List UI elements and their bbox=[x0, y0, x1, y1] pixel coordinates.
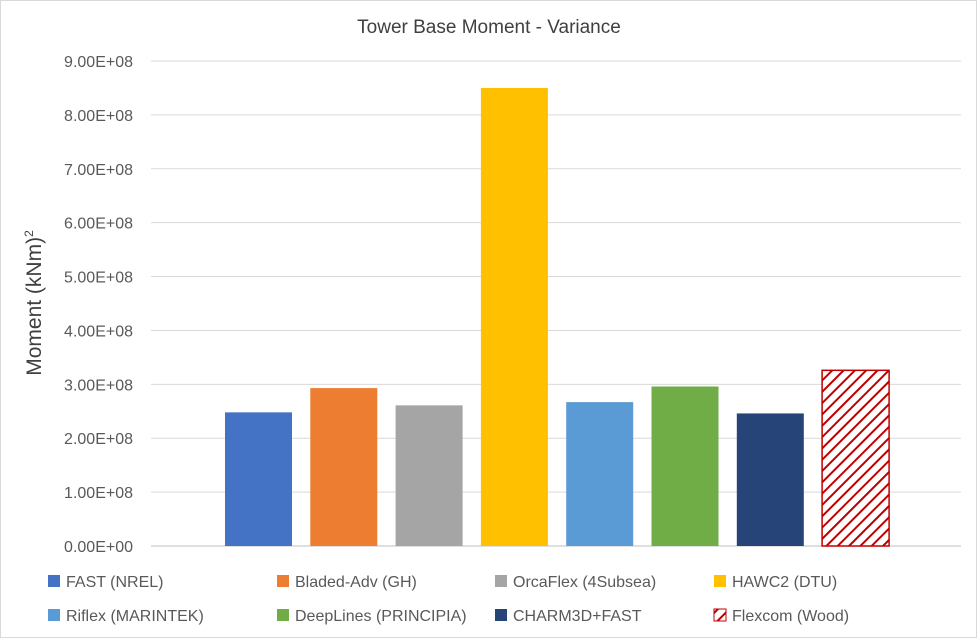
legend-swatch bbox=[495, 609, 507, 621]
bar bbox=[395, 405, 463, 546]
legend: FAST (NREL) Bladed-Adv (GH) OrcaFlex (4Sub… bbox=[48, 574, 849, 625]
y-axis-label-main: Moment (kNm) bbox=[23, 237, 46, 376]
legend-label: Flexcom (Wood) bbox=[732, 608, 849, 625]
y-tick-label: 2.00E+08 bbox=[64, 431, 133, 448]
legend-label: OrcaFlex (4Subsea) bbox=[513, 574, 656, 591]
y-tick-label: 6.00E+08 bbox=[64, 216, 133, 233]
y-axis-ticks: 0.00E+00 1.00E+08 2.00E+08 3.00E+08 4.00E+08… bbox=[64, 54, 133, 556]
y-tick-label: 3.00E+08 bbox=[64, 377, 133, 394]
y-axis-label-sup: 2 bbox=[22, 230, 36, 237]
bars bbox=[225, 87, 890, 547]
bar bbox=[566, 402, 634, 546]
bar bbox=[310, 388, 378, 546]
y-tick-label: 5.00E+08 bbox=[64, 270, 133, 287]
legend-label: Bladed-Adv (GH) bbox=[295, 574, 417, 591]
legend-swatch bbox=[713, 608, 727, 622]
legend-swatch bbox=[48, 575, 60, 587]
y-tick-label: 9.00E+08 bbox=[64, 54, 133, 71]
legend-label: HAWC2 (DTU) bbox=[732, 574, 837, 591]
y-tick-label: 8.00E+08 bbox=[64, 108, 133, 125]
y-tick-label: 4.00E+08 bbox=[64, 323, 133, 340]
legend-swatch bbox=[495, 575, 507, 587]
legend-label: FAST (NREL) bbox=[66, 574, 164, 591]
legend-label: CHARM3D+FAST bbox=[513, 608, 642, 625]
bar bbox=[480, 87, 548, 546]
y-tick-label: 1.00E+08 bbox=[64, 485, 133, 502]
bar bbox=[225, 412, 292, 546]
legend-label: DeepLines (PRINCIPIA) bbox=[295, 608, 467, 625]
bar bbox=[821, 369, 890, 547]
y-tick-label: 0.00E+00 bbox=[64, 539, 133, 556]
bar bbox=[651, 386, 719, 546]
legend-swatch bbox=[277, 609, 289, 621]
y-tick-label: 7.00E+08 bbox=[64, 162, 133, 179]
bar bbox=[736, 413, 804, 546]
legend-swatch bbox=[48, 609, 60, 621]
legend-swatch bbox=[714, 575, 726, 587]
legend-label: Riflex (MARINTEK) bbox=[66, 608, 204, 625]
legend-swatch bbox=[277, 575, 289, 587]
y-axis-label: Moment (kNm)2 bbox=[22, 230, 46, 376]
chart-title: Tower Base Moment - Variance bbox=[357, 17, 621, 38]
